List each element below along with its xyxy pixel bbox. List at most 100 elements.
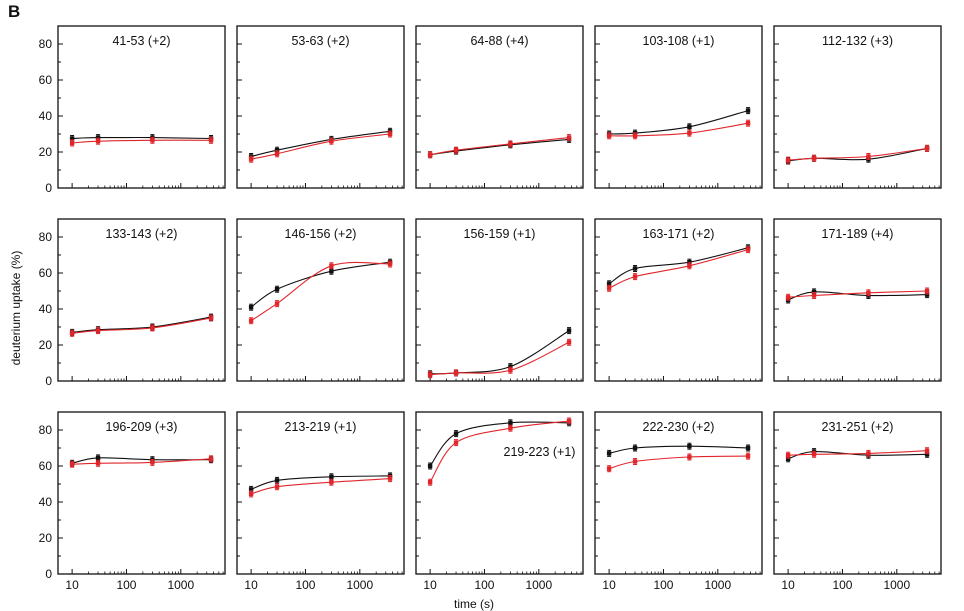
- data-point: [508, 141, 513, 147]
- series-line: [72, 458, 212, 465]
- data-point: [811, 293, 817, 298]
- data-point: [208, 456, 214, 461]
- x-tick-label: 1000: [346, 578, 373, 592]
- subplot: 64-88 (+4): [415, 25, 584, 189]
- subplot: 112-132 (+3): [773, 25, 942, 189]
- series-line: [787, 291, 928, 301]
- series-line: [72, 316, 212, 333]
- data-point: [785, 453, 791, 458]
- x-tick-label: 10: [423, 578, 437, 592]
- data-point: [248, 487, 254, 492]
- series-line: [608, 455, 749, 470]
- plot-frame: [57, 25, 226, 189]
- data-point: [811, 452, 817, 457]
- series-line: [72, 139, 212, 144]
- subplot-title: 41-53 (+2): [112, 34, 170, 48]
- data-point: [427, 372, 433, 377]
- series-line: [430, 330, 570, 375]
- series-line: [608, 445, 749, 454]
- series-line: [609, 110, 749, 135]
- subplot-title: 156-159 (+1): [464, 227, 536, 241]
- series-line: [250, 130, 391, 158]
- data-point: [208, 315, 214, 321]
- data-point: [687, 124, 692, 129]
- data-point: [248, 318, 254, 323]
- subplot: 103-108 (+1): [594, 25, 763, 189]
- x-tick-label: 10: [781, 578, 795, 592]
- subplot: 146-156 (+2): [236, 218, 405, 382]
- series-line: [71, 457, 212, 464]
- data-point: [687, 263, 692, 268]
- y-tick-label: 40: [39, 495, 53, 509]
- plot-frame: [415, 218, 584, 382]
- data-point: [745, 121, 751, 126]
- y-tick-label: 20: [39, 145, 53, 159]
- subplot: 10 100 1000 219-223 (+1): [415, 411, 584, 592]
- series-line: [788, 147, 928, 162]
- panel-letter: B: [8, 2, 21, 21]
- data-point: [248, 305, 254, 310]
- x-tick-label: 10: [244, 578, 258, 592]
- x-axis-label: time (s): [454, 597, 494, 611]
- subplot-title: 171-189 (+4): [822, 227, 894, 241]
- data-point: [427, 152, 433, 157]
- data-point: [248, 491, 254, 497]
- data-point: [69, 462, 75, 467]
- series-line: [788, 450, 928, 456]
- data-point: [508, 426, 513, 431]
- series-line: [608, 247, 749, 285]
- plot-frame: [236, 218, 405, 382]
- y-tick-label: 40: [39, 109, 53, 123]
- data-point: [329, 480, 334, 485]
- data-point: [95, 455, 101, 461]
- plot-frame: [236, 25, 405, 189]
- series-line: [430, 341, 570, 376]
- plot-frame: [594, 411, 763, 575]
- data-point: [387, 261, 393, 267]
- data-point: [785, 456, 791, 461]
- plot-frame: [594, 218, 763, 382]
- data-point: [329, 139, 334, 144]
- data-point: [150, 138, 155, 143]
- series-line: [429, 421, 570, 467]
- data-point: [924, 448, 930, 453]
- plot-frame: [594, 25, 763, 189]
- series-line: [608, 249, 749, 289]
- data-point: [632, 274, 638, 279]
- data-point: [924, 288, 930, 294]
- series-line: [788, 147, 928, 161]
- y-tick-label: 0: [45, 181, 52, 195]
- plot-frame: [415, 25, 584, 189]
- data-point: [95, 461, 101, 466]
- data-point: [785, 157, 791, 163]
- data-point: [69, 331, 75, 336]
- plot-frame: [57, 218, 226, 382]
- subplot: 0 20 40 60 80 41-53 (+2): [39, 25, 226, 195]
- data-point: [606, 281, 612, 286]
- series-line: [788, 290, 928, 298]
- y-tick-label: 80: [39, 37, 53, 51]
- data-point: [274, 478, 280, 483]
- data-point: [632, 266, 638, 271]
- x-tick-label: 100: [832, 578, 852, 592]
- y-tick-label: 40: [39, 302, 53, 316]
- data-point: [785, 295, 791, 300]
- data-point: [811, 289, 817, 295]
- subplot-title: 163-171 (+2): [643, 227, 715, 241]
- data-point: [924, 452, 930, 457]
- series-line: [250, 478, 391, 495]
- y-tick-label: 20: [39, 531, 53, 545]
- x-tick-label: 100: [653, 578, 673, 592]
- subplot: 163-171 (+2): [594, 218, 763, 382]
- data-point: [329, 474, 334, 479]
- data-point: [632, 445, 638, 451]
- subplot: 0 20 40 60 80 10 100 1000 196-209 (+3): [39, 411, 226, 592]
- data-point: [566, 328, 572, 333]
- data-point: [508, 368, 513, 373]
- data-point: [95, 139, 101, 144]
- data-point: [69, 136, 75, 141]
- plot-frame: [415, 411, 584, 575]
- subplot: 10 100 1000 213-219 (+1): [236, 411, 405, 592]
- data-point: [606, 466, 612, 471]
